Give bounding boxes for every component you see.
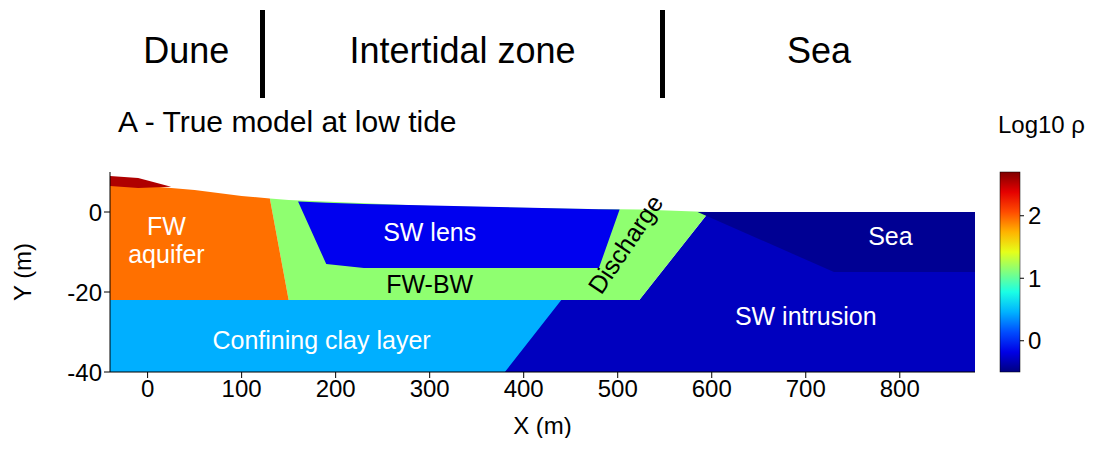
svg-text:600: 600: [692, 375, 732, 402]
svg-text:0: 0: [141, 375, 154, 402]
svg-text:Discharge: Discharge: [582, 190, 668, 299]
svg-text:400: 400: [504, 375, 544, 402]
svg-text:-20: -20: [67, 279, 102, 306]
svg-text:FW-BW: FW-BW: [386, 270, 473, 298]
svg-text:Sea: Sea: [868, 222, 913, 250]
svg-text:200: 200: [316, 375, 356, 402]
svg-text:300: 300: [410, 375, 450, 402]
html-text:Intertidal zone: Intertidal zone: [349, 30, 576, 71]
html-text:Dune: Dune: [143, 30, 230, 71]
svg-text:700: 700: [786, 375, 826, 402]
svg-text:SW intrusion: SW intrusion: [735, 302, 877, 330]
svg-text:X (m): X (m): [513, 412, 572, 438]
svg-text:1: 1: [1028, 265, 1041, 292]
svg-text:0: 0: [89, 199, 102, 226]
html-text:A - True model at low tide: A - True model at low tide: [118, 105, 457, 138]
svg-text:SW lens: SW lens: [383, 218, 476, 246]
svg-text:100: 100: [222, 375, 262, 402]
html-text:Sea: Sea: [786, 30, 851, 71]
html-text:Log10 ρ: Log10 ρ: [997, 111, 1085, 138]
svg-text:800: 800: [880, 375, 920, 402]
svg-text:Y (m): Y (m): [9, 243, 36, 301]
svg-text:2: 2: [1028, 202, 1041, 229]
svg-text:Confining clay layer: Confining clay layer: [212, 326, 430, 354]
svg-text:FWaquifer: FWaquifer: [128, 212, 204, 268]
svg-text:-40: -40: [67, 359, 102, 386]
svg-text:500: 500: [598, 375, 638, 402]
svg-text:0: 0: [1028, 327, 1041, 354]
